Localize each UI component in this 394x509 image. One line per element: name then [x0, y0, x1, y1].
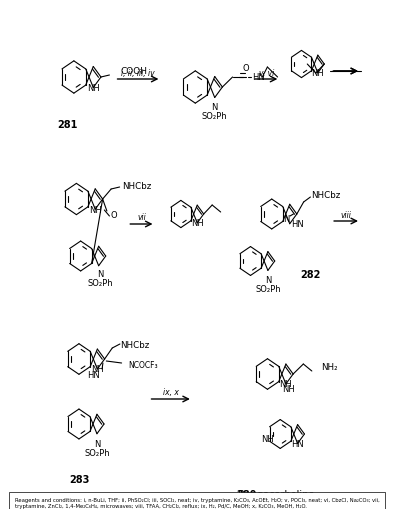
- Text: NHCbz: NHCbz: [121, 340, 150, 349]
- Text: NHCbz: NHCbz: [311, 191, 340, 200]
- Text: HN: HN: [292, 220, 304, 229]
- Text: N: N: [94, 439, 100, 448]
- Text: SO₂Ph: SO₂Ph: [87, 278, 113, 287]
- Text: 282: 282: [300, 269, 320, 279]
- Text: COOH: COOH: [121, 66, 147, 75]
- Text: NHCbz: NHCbz: [122, 181, 151, 190]
- Text: N: N: [97, 269, 104, 278]
- Text: viii: viii: [340, 210, 351, 219]
- Text: Bengacarboline: Bengacarboline: [238, 489, 314, 499]
- Text: i, ii, iii, iv: i, ii, iii, iv: [121, 68, 155, 77]
- Text: v, vi: v, vi: [258, 68, 274, 77]
- Text: NH: NH: [87, 84, 100, 93]
- Text: O: O: [110, 210, 117, 219]
- Text: NCOCF₃: NCOCF₃: [128, 360, 158, 369]
- Text: HN: HN: [291, 439, 304, 448]
- Text: NH: NH: [261, 435, 274, 444]
- Text: HN: HN: [87, 370, 100, 379]
- Text: SO₂Ph: SO₂Ph: [202, 112, 228, 121]
- Text: HN: HN: [252, 72, 264, 81]
- Text: SO₂Ph: SO₂Ph: [255, 285, 281, 294]
- Text: ix, x: ix, x: [163, 388, 178, 397]
- Text: NH: NH: [89, 205, 102, 214]
- Text: 280: 280: [236, 489, 256, 499]
- Text: NH: NH: [279, 380, 292, 389]
- Text: NH: NH: [282, 385, 295, 394]
- Text: SO₂Ph: SO₂Ph: [84, 448, 110, 457]
- Text: N: N: [265, 276, 271, 285]
- Text: NH: NH: [311, 69, 324, 78]
- Text: O: O: [242, 64, 249, 72]
- Text: NH₂: NH₂: [321, 362, 338, 371]
- Text: 283: 283: [69, 474, 89, 484]
- Text: vii: vii: [137, 213, 146, 222]
- Text: NH: NH: [191, 219, 204, 228]
- Text: 281: 281: [58, 120, 78, 130]
- Text: NH: NH: [91, 365, 104, 374]
- Text: Reagents and conditions: i, n-BuLi, THF; ii, PhSO₂Cl; iii, SOCl₂, neat; iv, tryp: Reagents and conditions: i, n-BuLi, THF;…: [15, 497, 379, 508]
- Text: N: N: [212, 103, 218, 112]
- Text: N: N: [283, 215, 290, 224]
